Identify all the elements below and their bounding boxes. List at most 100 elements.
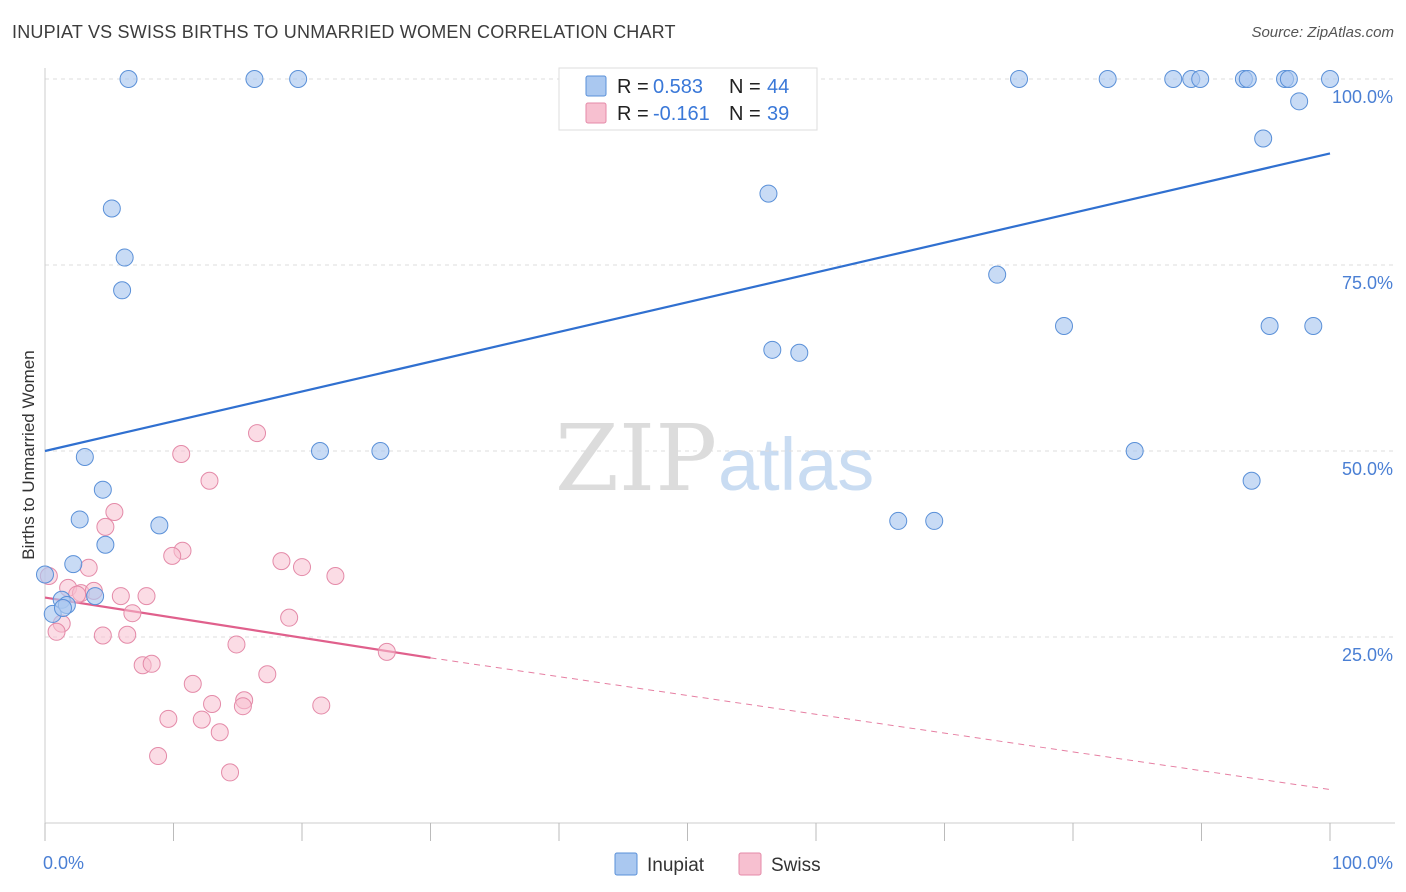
swiss-point [172, 444, 191, 463]
watermark-zip: ZIP [555, 405, 717, 512]
y-tick-label: 75.0% [1342, 273, 1393, 293]
legend-swiss-r-label: R = [617, 103, 649, 125]
swiss-point [210, 723, 229, 742]
watermark-atlas: atlas [718, 423, 874, 506]
inupiat-point [763, 340, 782, 359]
legend-inupiat-r-value: 0.583 [653, 76, 703, 98]
inupiat-point [790, 343, 809, 362]
y-tick-label: 50.0% [1342, 459, 1393, 479]
x-tick-label: 0.0% [43, 853, 84, 873]
inupiat-point [1055, 317, 1074, 336]
inupiat-point [93, 480, 112, 499]
inupiat-point [988, 265, 1007, 284]
inupiat-point [1191, 70, 1210, 88]
inupiat-point [889, 511, 908, 530]
swiss-trend-line [44, 596, 431, 659]
swiss-trend-line-extended [430, 657, 1331, 791]
swiss-point [142, 654, 161, 673]
y-tick-label: 25.0% [1342, 645, 1393, 665]
series-legend-inupiat-swatch [614, 852, 638, 876]
y-axis-label: Births to Unmarried Women [19, 350, 38, 559]
legend-swiss-swatch [585, 102, 607, 124]
inupiat-point [1098, 70, 1117, 88]
swiss-point [326, 566, 345, 585]
legend-swiss-n-label: N = [729, 103, 761, 125]
inupiat-point [245, 70, 264, 88]
inupiat-point [1254, 129, 1273, 148]
inupiat-point [1279, 70, 1298, 88]
inupiat-point [310, 442, 329, 460]
series-legend: Inupiat Swiss [614, 852, 821, 876]
inupiat-point [1164, 70, 1183, 88]
swiss-point [200, 471, 219, 490]
legend-swiss-n-value: 39 [767, 103, 789, 125]
swiss-point [149, 747, 168, 766]
correlation-legend: R = 0.583 N = 44 R = -0.161 N = 39 [558, 67, 818, 131]
grid-lines [45, 78, 1395, 638]
inupiat-point [1321, 70, 1339, 88]
inupiat-point [119, 70, 138, 88]
inupiat-point [102, 199, 121, 218]
inupiat-point [1010, 70, 1029, 88]
swiss-point [96, 517, 115, 536]
series-legend-inupiat-label: Inupiat [647, 855, 705, 876]
source-credit: Source: ZipAtlas.com [1251, 24, 1394, 41]
legend-inupiat-n-value: 44 [767, 76, 789, 98]
inupiat-point [96, 535, 115, 554]
trend-lines [44, 152, 1331, 791]
chart-title: INUPIAT VS SWISS BIRTHS TO UNMARRIED WOM… [12, 22, 676, 42]
swiss-point [233, 697, 252, 716]
x-tick-label: 100.0% [1332, 853, 1393, 873]
series-legend-swiss-swatch [738, 852, 762, 876]
inupiat-point [36, 565, 54, 584]
inupiat-point [371, 442, 390, 460]
swiss-point [163, 546, 182, 565]
series-legend-swiss-label: Swiss [771, 855, 821, 876]
swiss-point [203, 694, 222, 713]
swiss-point [227, 635, 246, 654]
inupiat-point [86, 587, 105, 606]
y-tick-label: 100.0% [1332, 87, 1393, 107]
swiss-point [137, 587, 156, 606]
inupiat-point [1242, 471, 1261, 490]
swiss-point [221, 763, 240, 782]
swiss-point [192, 710, 211, 729]
inupiat-point [113, 281, 132, 300]
legend-inupiat-swatch [585, 75, 607, 97]
swiss-point [93, 626, 112, 645]
inupiat-point [64, 555, 83, 574]
inupiat-point [1125, 442, 1144, 460]
swiss-point [280, 608, 299, 627]
inupiat-point [53, 598, 72, 617]
swiss-point [47, 622, 66, 641]
inupiat-point [759, 184, 778, 203]
swiss-point [272, 552, 291, 571]
watermark: ZIP atlas [555, 405, 874, 512]
swiss-point [159, 709, 178, 728]
inupiat-point [115, 248, 134, 267]
inupiat-point [289, 70, 308, 88]
swiss-point [258, 665, 277, 684]
inupiat-point [1304, 317, 1323, 336]
inupiat-trend-line [44, 152, 1331, 453]
swiss-point [293, 558, 311, 577]
swiss-point [111, 587, 130, 606]
inupiat-point [1260, 317, 1279, 336]
swiss-point [105, 503, 124, 522]
inupiat-point [925, 511, 944, 530]
swiss-point [183, 674, 202, 693]
swiss-point [79, 558, 98, 577]
axes [44, 68, 1395, 841]
swiss-point [248, 424, 267, 443]
swiss-point [312, 696, 331, 715]
inupiat-point [75, 447, 94, 466]
swiss-point [118, 625, 137, 644]
inupiat-point [70, 510, 89, 529]
tick-labels: 25.0% 50.0% 75.0% 100.0% 0.0% 100.0% [43, 87, 1393, 873]
inupiat-point [150, 516, 169, 535]
swiss-point [377, 642, 396, 661]
legend-swiss-r-value: -0.161 [653, 103, 710, 125]
legend-inupiat-r-label: R = [617, 76, 649, 98]
legend-inupiat-n-label: N = [729, 76, 761, 98]
